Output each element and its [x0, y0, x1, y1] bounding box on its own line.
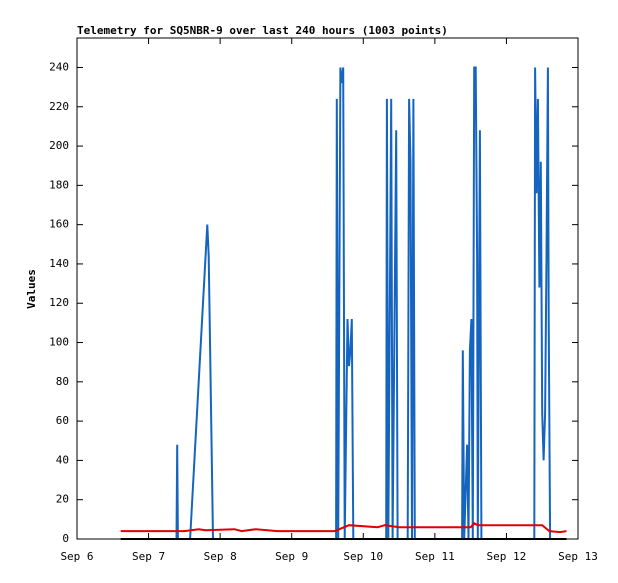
y-tick-label: 60 — [56, 414, 69, 427]
x-tick-label: Sep 6 — [60, 550, 93, 563]
x-tick-label: Sep 11 — [415, 550, 455, 563]
x-tick-label: Sep 12 — [487, 550, 527, 563]
y-axis-label: Values — [25, 269, 38, 309]
y-tick-label: 0 — [62, 532, 69, 545]
y-tick-label: 200 — [49, 139, 69, 152]
y-tick-label: 120 — [49, 296, 69, 309]
series-line — [120, 522, 567, 534]
y-tick-label: 80 — [56, 375, 69, 388]
y-tick-label: 220 — [49, 100, 69, 113]
y-tick-label: 160 — [49, 218, 69, 231]
x-tick-label: Sep 9 — [275, 550, 308, 563]
x-tick-label: Sep 7 — [132, 550, 165, 563]
x-tick-label: Sep 10 — [343, 550, 383, 563]
y-tick-label: 240 — [49, 60, 69, 73]
plot-frame — [76, 37, 579, 540]
chart-title: Telemetry for SQ5NBR-9 over last 240 hou… — [77, 24, 448, 37]
series-line — [175, 66, 552, 540]
y-tick-label: 140 — [49, 257, 69, 270]
y-tick-label: 100 — [49, 336, 69, 349]
y-tick-label: 20 — [56, 493, 69, 506]
x-tick-label: Sep 8 — [204, 550, 237, 563]
y-tick-label: 40 — [56, 453, 69, 466]
y-tick-label: 180 — [49, 178, 69, 191]
x-tick-label: Sep 13 — [558, 550, 598, 563]
